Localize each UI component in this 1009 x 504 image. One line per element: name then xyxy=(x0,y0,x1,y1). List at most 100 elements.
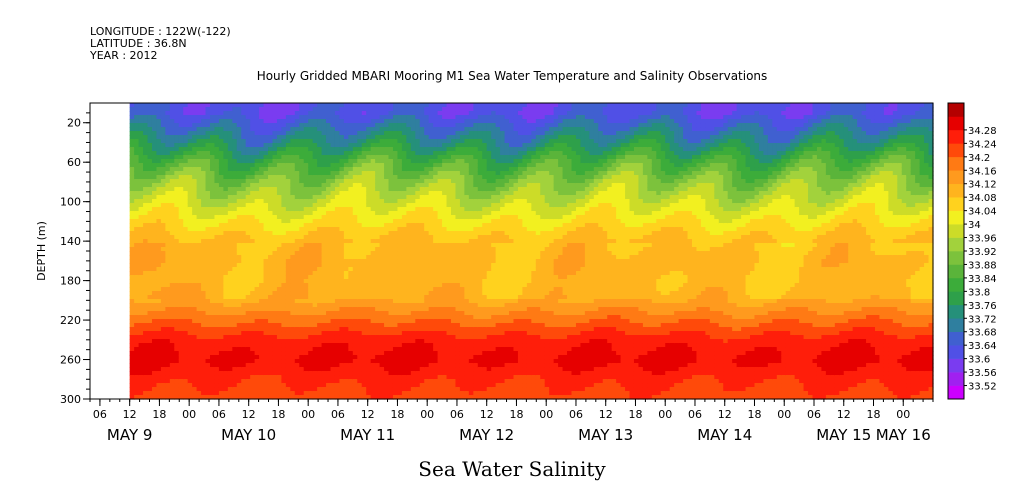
heatmap-cell xyxy=(236,275,242,280)
heatmap-cell xyxy=(406,235,412,240)
heatmap-cell xyxy=(129,183,135,188)
heatmap-cell xyxy=(174,179,180,184)
heatmap-cell xyxy=(276,267,283,272)
heatmap-cell xyxy=(406,131,412,136)
heatmap-cell xyxy=(348,203,354,208)
heatmap-cell xyxy=(165,267,171,272)
heatmap-cell xyxy=(187,183,193,188)
heatmap-cell xyxy=(241,347,247,352)
heatmap-cell xyxy=(250,231,256,236)
heatmap-cell xyxy=(348,387,354,392)
heatmap-cell xyxy=(151,287,158,292)
heatmap-cell xyxy=(384,383,390,388)
heatmap-cell xyxy=(352,319,358,324)
heatmap-cell xyxy=(406,191,412,196)
heatmap-cell xyxy=(290,387,296,392)
heatmap-cell xyxy=(263,303,269,308)
heatmap-cell xyxy=(201,279,207,284)
heatmap-cell xyxy=(379,171,385,176)
heatmap-cell xyxy=(214,183,220,188)
heatmap-cell xyxy=(334,183,341,188)
heatmap-cell xyxy=(138,179,144,184)
heatmap-cell xyxy=(352,379,358,384)
heatmap-cell xyxy=(312,315,318,320)
heatmap-cell xyxy=(169,347,175,352)
heatmap-cell xyxy=(134,267,140,272)
heatmap-cell xyxy=(232,275,238,280)
heatmap-cell xyxy=(343,391,349,396)
heatmap-cell xyxy=(129,139,135,144)
heatmap-cell xyxy=(419,335,425,340)
heatmap-cell xyxy=(245,339,251,344)
heatmap-cell xyxy=(183,335,189,340)
heatmap-cell xyxy=(250,107,256,112)
heatmap-cell xyxy=(129,131,135,136)
heatmap-cell xyxy=(276,347,283,352)
heatmap-cell xyxy=(187,195,193,200)
heatmap-cell xyxy=(165,131,171,136)
heatmap-cell xyxy=(303,319,309,324)
heatmap-cell xyxy=(214,375,220,380)
heatmap-cell xyxy=(281,171,287,176)
heatmap-cell xyxy=(348,251,354,256)
heatmap-cell xyxy=(357,127,363,132)
heatmap-cell xyxy=(397,295,403,300)
heatmap-cell xyxy=(147,147,153,152)
heatmap-cell xyxy=(138,251,144,256)
heatmap-cell xyxy=(410,267,416,272)
heatmap-cell xyxy=(147,295,153,300)
heatmap-cell xyxy=(196,295,202,300)
heatmap-cell xyxy=(241,355,247,360)
heatmap-cell xyxy=(419,295,425,300)
heatmap-cell xyxy=(312,355,318,360)
heatmap-cell xyxy=(241,271,247,276)
heatmap-cell xyxy=(343,371,349,376)
heatmap-cell xyxy=(129,283,135,288)
heatmap-cell xyxy=(281,263,287,268)
heatmap-cell xyxy=(134,223,140,228)
heatmap-cell xyxy=(245,183,251,188)
heatmap-cell xyxy=(272,251,278,256)
heatmap-cell xyxy=(205,183,211,188)
heatmap-cell xyxy=(366,203,372,208)
heatmap-cell xyxy=(187,219,193,224)
heatmap-cell xyxy=(397,211,403,216)
heatmap-cell xyxy=(147,395,153,400)
heatmap-cell xyxy=(169,283,175,288)
heatmap-cell xyxy=(379,183,385,188)
heatmap-cell xyxy=(183,187,189,192)
heatmap-cell xyxy=(160,159,166,164)
heatmap-cell xyxy=(406,371,412,376)
heatmap-cell xyxy=(401,307,407,312)
heatmap-cell xyxy=(183,179,189,184)
heatmap-cell xyxy=(406,255,412,260)
heatmap-cell xyxy=(392,299,399,304)
heatmap-cell xyxy=(401,107,407,112)
heatmap-cell xyxy=(366,283,372,288)
heatmap-cell xyxy=(339,327,345,332)
heatmap-cell xyxy=(379,359,385,364)
heatmap-cell xyxy=(178,239,184,244)
heatmap-cell xyxy=(272,171,278,176)
heatmap-cell xyxy=(263,187,269,192)
heatmap-cell xyxy=(268,343,274,348)
heatmap-cell xyxy=(241,307,247,312)
heatmap-cell xyxy=(375,207,381,212)
heatmap-cell xyxy=(290,207,296,212)
heatmap-cell xyxy=(183,131,189,136)
heatmap-cell xyxy=(276,155,283,160)
heatmap-cell xyxy=(334,371,341,376)
heatmap-cell xyxy=(156,191,162,196)
heatmap-cell xyxy=(268,207,274,212)
heatmap-cell xyxy=(285,163,291,168)
heatmap-cell xyxy=(236,195,242,200)
heatmap-cell xyxy=(401,211,407,216)
heatmap-cell xyxy=(223,375,229,380)
heatmap-cell xyxy=(232,163,238,168)
heatmap-cell xyxy=(343,163,349,168)
heatmap-cell xyxy=(299,283,305,288)
heatmap-cell xyxy=(156,111,162,116)
heatmap-cell xyxy=(147,159,153,164)
heatmap-cell xyxy=(370,355,376,360)
heatmap-cell xyxy=(419,235,425,240)
